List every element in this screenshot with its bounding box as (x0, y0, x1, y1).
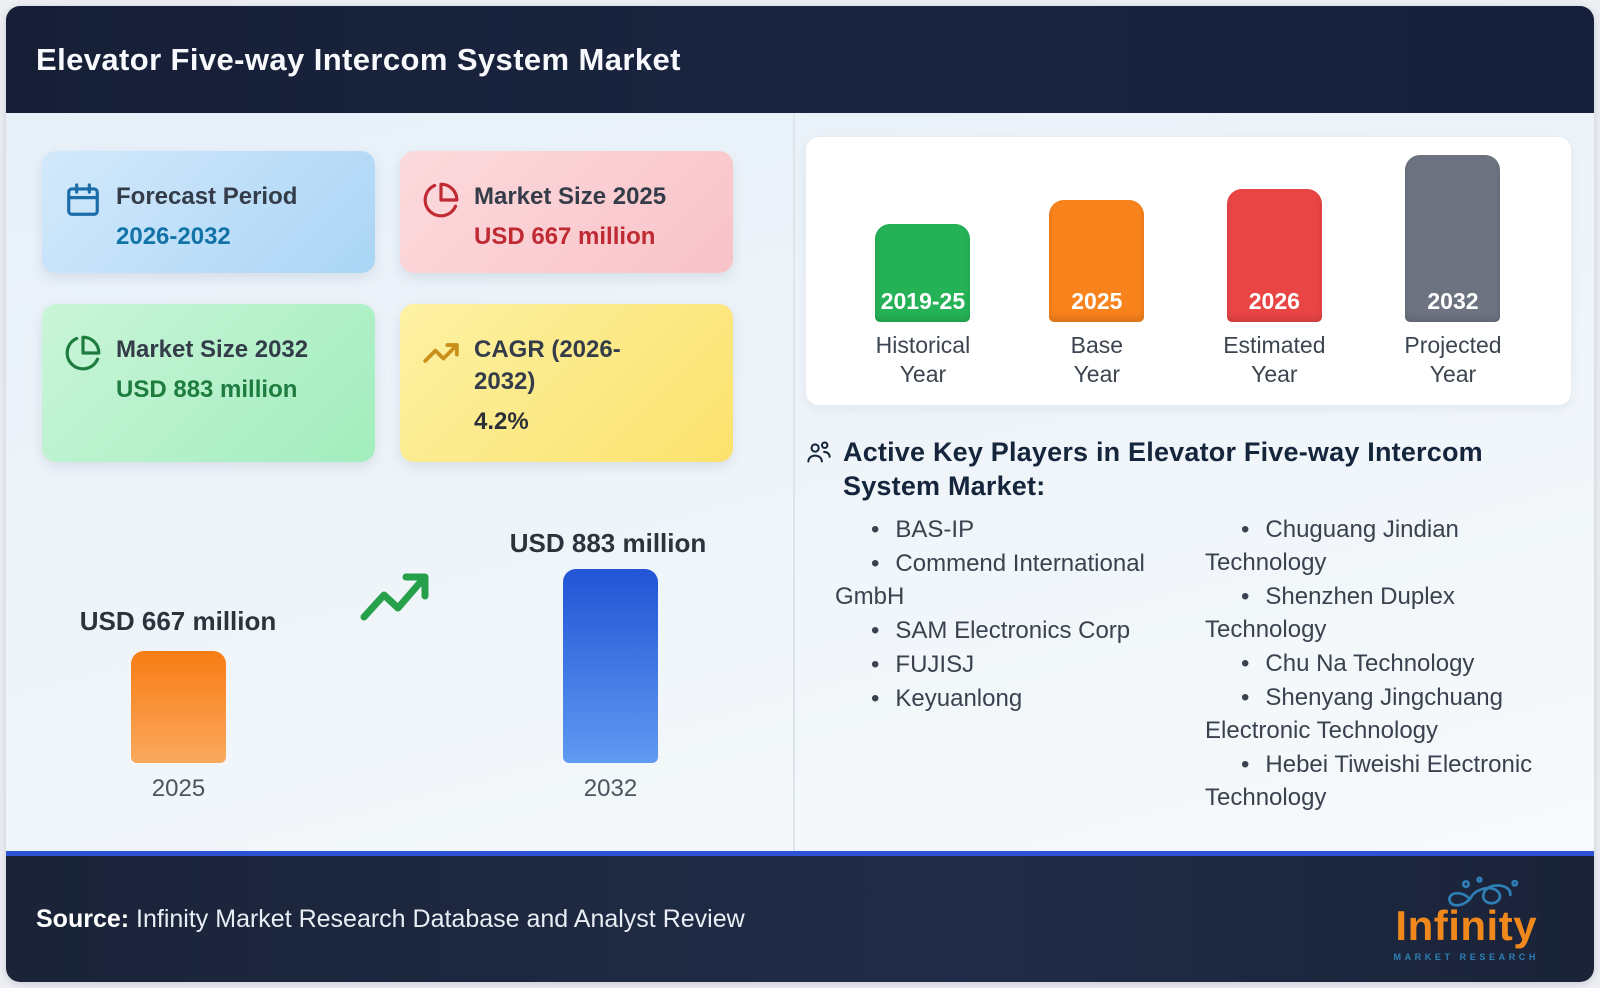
key-player-item: Shenyang Jingchuang Electronic Technolog… (1205, 681, 1555, 747)
key-player-item: Hebei Tiweishi Electronic Technology (1205, 748, 1555, 814)
key-player-item: Chuguang Jindian Technology (1205, 513, 1555, 579)
vertical-divider (793, 113, 795, 851)
source-label: Source: (36, 904, 130, 933)
timeline-bar-red: 2026 (1226, 189, 1322, 322)
key-players-column-2: Chuguang Jindian Technology Shenzhen Dup… (1205, 513, 1555, 815)
timeline-bar-label: 2032 (1427, 288, 1479, 314)
pie-chart-icon (64, 334, 102, 372)
timeline-item-projected: 2032 Projected Year (1404, 155, 1502, 389)
bar-value-label-2025: USD 667 million (79, 606, 277, 636)
timeline-category: Projected Year (1404, 332, 1502, 387)
timeline-bar-gray: 2032 (1405, 155, 1501, 322)
timeline-category: Estimated Year (1223, 332, 1326, 387)
key-players-heading: Active Key Players in Elevator Five-way … (843, 437, 1483, 501)
card-value: 2026-2032 (116, 223, 231, 250)
card-label: Market Size 2025 (474, 183, 667, 210)
axis-label-2025: 2025 (151, 775, 206, 802)
timeline-bar-orange: 2025 (1049, 200, 1145, 322)
logo-name: Infinity (1395, 902, 1538, 949)
source-text: Infinity Market Research Database and An… (129, 904, 745, 933)
timeline-category: Base Year (1070, 332, 1124, 387)
timeline-card: 2019-25 Historical Year 2025 Base Year 2… (805, 136, 1572, 406)
market-size-2025-card: Market Size 2025 USD 667 million (400, 151, 733, 273)
key-player-item: Chu Na Technology (1205, 647, 1555, 680)
source-line: Source: Infinity Market Research Databas… (36, 905, 745, 934)
key-player-item: SAM Electronics Corp (835, 614, 1165, 647)
bar-2032 (563, 569, 658, 763)
calendar-icon (64, 181, 102, 219)
infographic-panel: Elevator Five-way Intercom System Market… (6, 6, 1594, 982)
card-label: Forecast Period (116, 183, 298, 210)
timeline-bar-green: 2019-25 (875, 224, 971, 322)
bar-value-label-2032: USD 883 million (509, 528, 707, 558)
market-size-2032-card: Market Size 2032 USD 883 million (42, 304, 375, 462)
header: Elevator Five-way Intercom System Market (6, 6, 1594, 113)
key-players-heading-row: Active Key Players in Elevator Five-way … (805, 435, 1565, 503)
infinity-doodle-icon (1448, 876, 1519, 907)
timeline-bar-label: 2026 (1248, 288, 1300, 314)
trend-up-icon (422, 334, 460, 372)
timeline-item-estimated: 2026 Estimated Year (1223, 189, 1325, 389)
pie-chart-icon (422, 181, 460, 219)
forecast-period-card: Forecast Period 2026-2032 (42, 151, 375, 273)
bar-2025 (131, 651, 226, 763)
key-player-item: BAS-IP (835, 513, 1165, 546)
growth-arrow-icon (360, 573, 429, 621)
key-player-item: Keyuanlong (835, 682, 1165, 715)
timeline-item-base: 2025 Base Year (1049, 200, 1145, 389)
logo-tagline: MARKET RESEARCH (1393, 952, 1539, 962)
key-player-item: Shenzhen Duplex Technology (1205, 580, 1555, 646)
timeline-item-historical: 2019-25 Historical Year (875, 224, 971, 389)
timeline-bar-label: 2019-25 (880, 288, 966, 314)
card-label: Market Size 2032 (116, 336, 309, 363)
users-icon (805, 435, 833, 503)
key-player-item: Commend International GmbH (835, 547, 1165, 613)
footer: Source: Infinity Market Research Databas… (6, 851, 1594, 982)
cagr-card: CAGR (2026-2032) 4.2% (400, 304, 733, 462)
card-value: 4.2% (474, 408, 529, 435)
page-title: Elevator Five-way Intercom System Market (36, 41, 681, 77)
card-label: CAGR (2026-2032) (474, 336, 621, 395)
timeline-category: Historical Year (875, 332, 971, 387)
brand-logo: Infinity MARKET RESEARCH (1393, 876, 1539, 962)
timeline-bar-label: 2025 (1071, 288, 1123, 314)
card-value: USD 883 million (116, 376, 298, 403)
key-player-item: FUJISJ (835, 648, 1165, 681)
card-value: USD 667 million (474, 223, 656, 250)
key-players-column-1: BAS-IP Commend International GmbH SAM El… (835, 513, 1165, 716)
main-content: Forecast Period 2026-2032 Market Size 20… (6, 113, 1594, 851)
axis-label-2032: 2032 (583, 775, 638, 802)
